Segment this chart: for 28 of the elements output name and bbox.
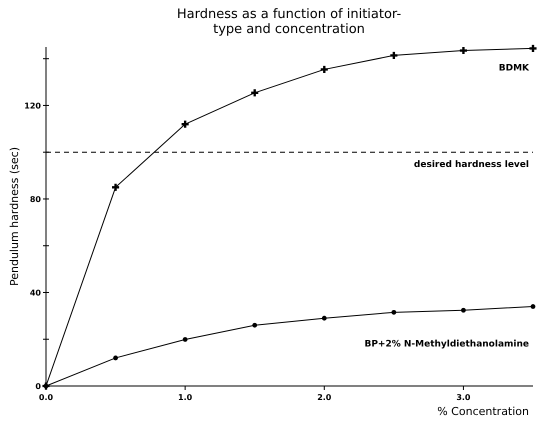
y-tick-label: 120 — [24, 101, 42, 110]
point — [320, 66, 328, 73]
x-axis-title: % Concentration — [437, 405, 530, 418]
point — [113, 356, 118, 360]
text: BP+2% N-Methyldiethanolamine — [364, 340, 529, 350]
point — [112, 184, 120, 191]
y-axis-title: Pendulum hardness (sec) — [8, 146, 21, 286]
ref-line-label: desired hardness level — [414, 160, 529, 170]
chart-title: Hardness as a function of initiator- type and concentration — [176, 7, 402, 37]
x-tick-label: 1.0 — [178, 393, 193, 402]
point — [530, 304, 536, 309]
y-tick-label: 40 — [30, 288, 42, 298]
point — [460, 46, 467, 54]
point — [461, 308, 466, 313]
x-tick-label: 3.0 — [456, 393, 471, 402]
point — [391, 310, 396, 315]
point — [529, 44, 537, 52]
point — [252, 322, 258, 328]
point — [322, 316, 327, 321]
x-tick-label: 0.0 — [38, 393, 54, 402]
y-tick-label: 80 — [30, 194, 42, 204]
point — [390, 52, 398, 59]
point — [182, 337, 188, 342]
point — [182, 120, 189, 128]
y-tick-label: 0 — [35, 382, 42, 391]
series-label: BDMK — [498, 63, 530, 74]
point — [251, 89, 258, 96]
x-tick-label: 2.0 — [317, 393, 332, 402]
